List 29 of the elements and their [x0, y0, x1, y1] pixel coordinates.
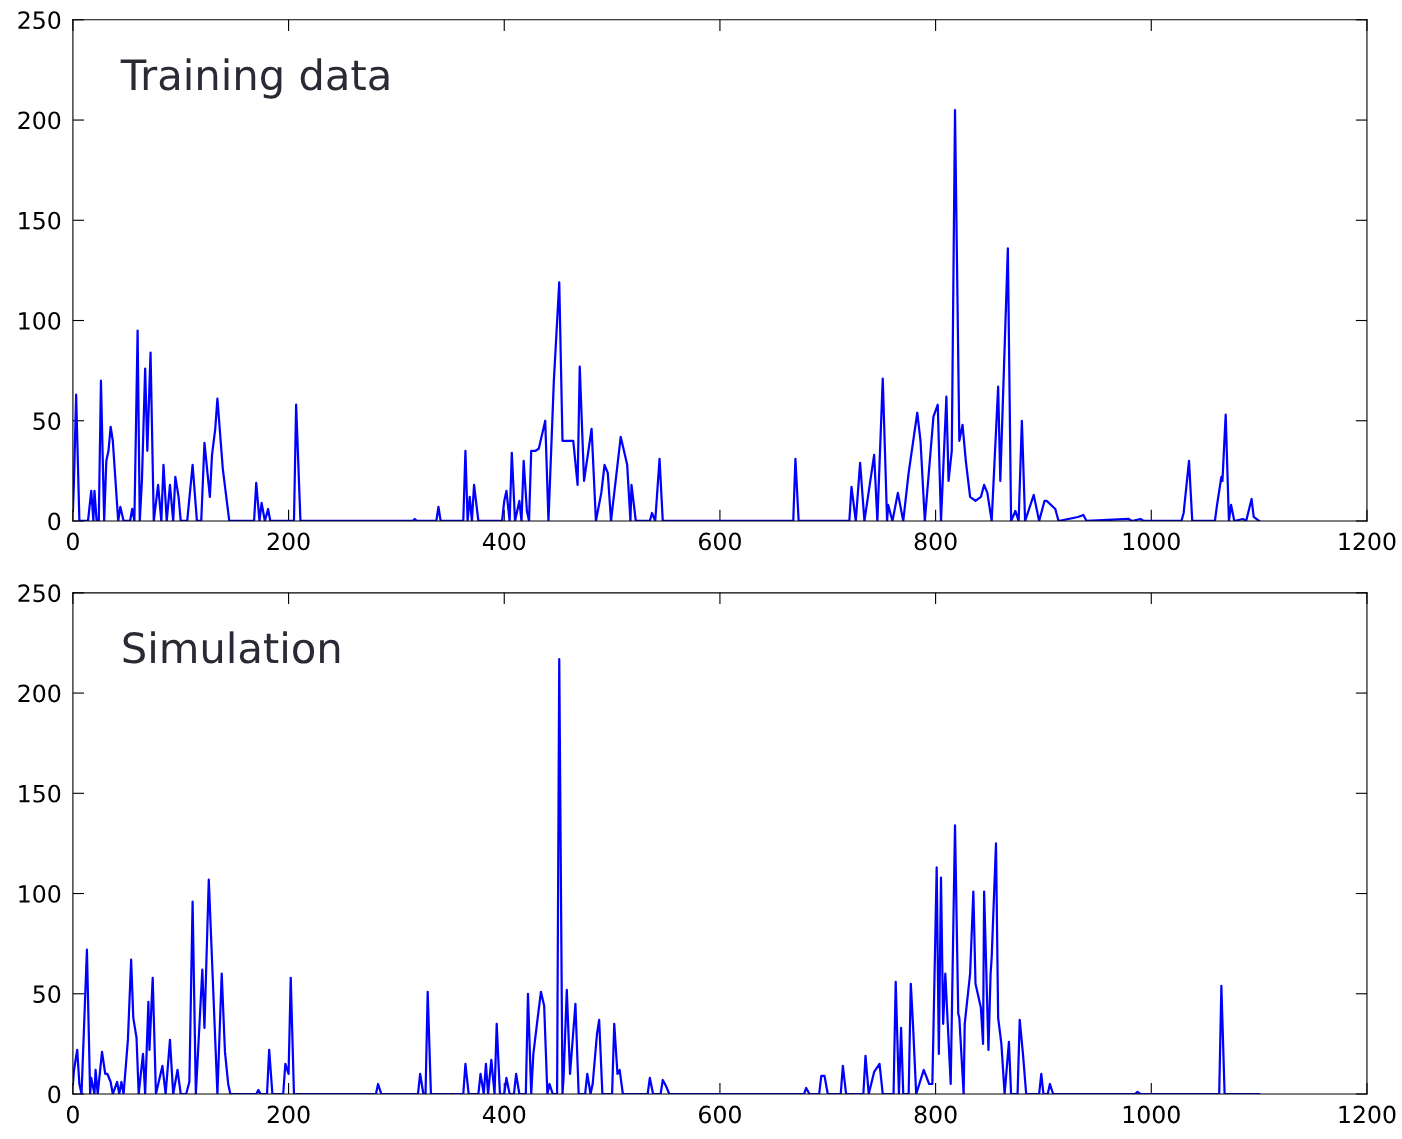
y-tick-label: 150 [19, 211, 61, 230]
x-tick-label: 200 [267, 532, 310, 551]
y-tick-label: 200 [18, 684, 61, 703]
text: Simulation [123, 631, 340, 664]
x-tick-label: 400 [482, 532, 526, 551]
y-tick-label: 250 [18, 11, 61, 30]
x-tick-label: 1200 [1339, 1105, 1396, 1124]
y-tick-label: 250 [18, 584, 61, 603]
y-tick-label: 150 [19, 784, 61, 803]
y-tick-label: 0 [48, 1085, 61, 1104]
x-tick-label: 0 [66, 532, 79, 551]
x-tick-label: 1200 [1339, 532, 1396, 551]
x-tick-label: 1000 [1123, 1105, 1180, 1124]
text: Training data [120, 58, 389, 99]
x-tick-label: 800 [914, 1105, 957, 1124]
x-tick-label: 0 [66, 1105, 79, 1124]
line-series [72, 108, 1261, 521]
x-tick-label: 200 [267, 1105, 310, 1124]
y-tick-label: 50 [33, 985, 61, 1004]
y-tick-label: 0 [48, 512, 61, 531]
x-tick-label: 1000 [1123, 532, 1180, 551]
x-tick-label: 600 [699, 532, 741, 551]
x-tick-label: 400 [482, 1105, 526, 1124]
y-tick-label: 100 [19, 884, 61, 903]
y-tick-label: 50 [33, 412, 61, 431]
x-tick-label: 600 [699, 1105, 741, 1124]
y-tick-label: 200 [18, 111, 61, 130]
y-tick-label: 100 [19, 311, 61, 330]
x-tick-label: 800 [914, 532, 957, 551]
